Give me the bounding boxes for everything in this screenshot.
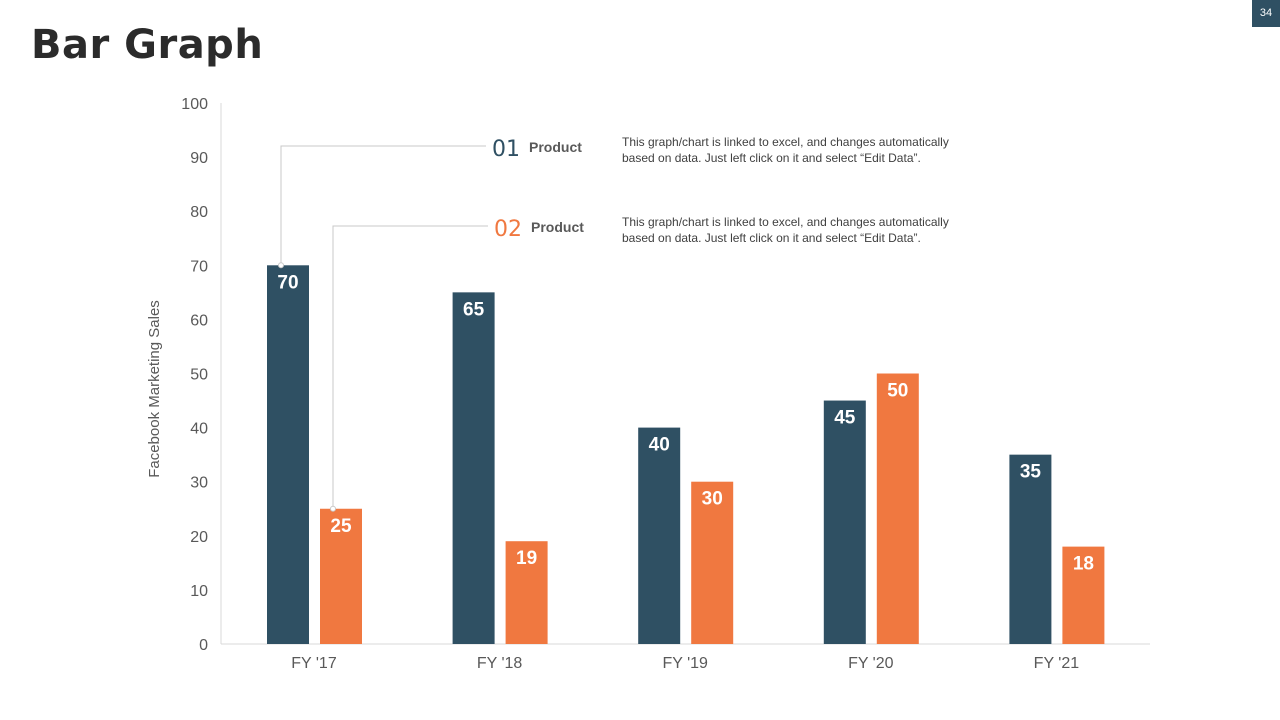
bar-series2-1 <box>505 541 548 644</box>
data-label: 40 <box>649 435 670 456</box>
bar-series1-1 <box>452 292 495 644</box>
data-label: 50 <box>887 381 908 402</box>
x-tick-label: FY '21 <box>1034 655 1080 672</box>
y-tick-label: 0 <box>199 637 208 654</box>
x-tick-label: FY '19 <box>662 655 708 672</box>
y-tick-label: 90 <box>190 150 208 167</box>
page-number: 34 <box>1252 0 1280 27</box>
data-label: 65 <box>463 299 485 320</box>
page-title: Bar Graph <box>31 22 264 68</box>
y-tick-label: 30 <box>190 475 208 492</box>
data-label: 19 <box>516 548 537 569</box>
x-tick-label: FY '20 <box>848 655 894 672</box>
legend-number: 01 <box>492 137 520 162</box>
y-tick-label: 50 <box>190 367 208 384</box>
y-tick-label: 100 <box>181 96 208 113</box>
bar-series1-4 <box>1009 454 1052 644</box>
legend-leader-line <box>332 225 488 509</box>
bar-series1-0 <box>267 265 309 644</box>
data-label: 70 <box>277 272 298 293</box>
legend-description-line: based on data. Just left click on it and… <box>622 231 921 245</box>
legend-label: Product <box>529 139 582 155</box>
bar-series2-4 <box>1062 546 1105 644</box>
legend-leader-line <box>280 145 486 266</box>
y-tick-label: 40 <box>190 421 208 438</box>
y-tick-label: 70 <box>190 258 208 275</box>
bar-series2-0 <box>320 508 362 644</box>
data-label: 25 <box>330 516 352 537</box>
legend-anchor-dot <box>278 262 284 269</box>
y-tick-label: 10 <box>190 583 208 600</box>
legend-description-line: based on data. Just left click on it and… <box>622 151 921 165</box>
data-label: 45 <box>834 408 856 429</box>
legend-label: Product <box>531 219 584 235</box>
data-label: 35 <box>1020 462 1042 483</box>
x-tick-label: FY '18 <box>477 655 523 672</box>
bar-series2-2 <box>691 481 734 644</box>
y-tick-label: 80 <box>190 204 208 221</box>
x-tick-label: FY '17 <box>291 655 337 672</box>
data-label: 30 <box>702 489 723 510</box>
y-axis-label: Facebook Marketing Sales <box>146 300 163 478</box>
bar-series1-3 <box>823 400 866 644</box>
legend-description-line: This graph/chart is linked to excel, and… <box>622 215 949 229</box>
y-tick-label: 60 <box>190 312 208 329</box>
legend-description-line: This graph/chart is linked to excel, and… <box>622 135 949 149</box>
legend-anchor-dot <box>330 505 336 512</box>
bar-series2-3 <box>876 373 919 644</box>
bar-series1-2 <box>638 427 681 644</box>
y-tick-label: 20 <box>190 529 208 546</box>
data-label: 18 <box>1073 554 1094 575</box>
legend-number: 02 <box>494 217 522 242</box>
